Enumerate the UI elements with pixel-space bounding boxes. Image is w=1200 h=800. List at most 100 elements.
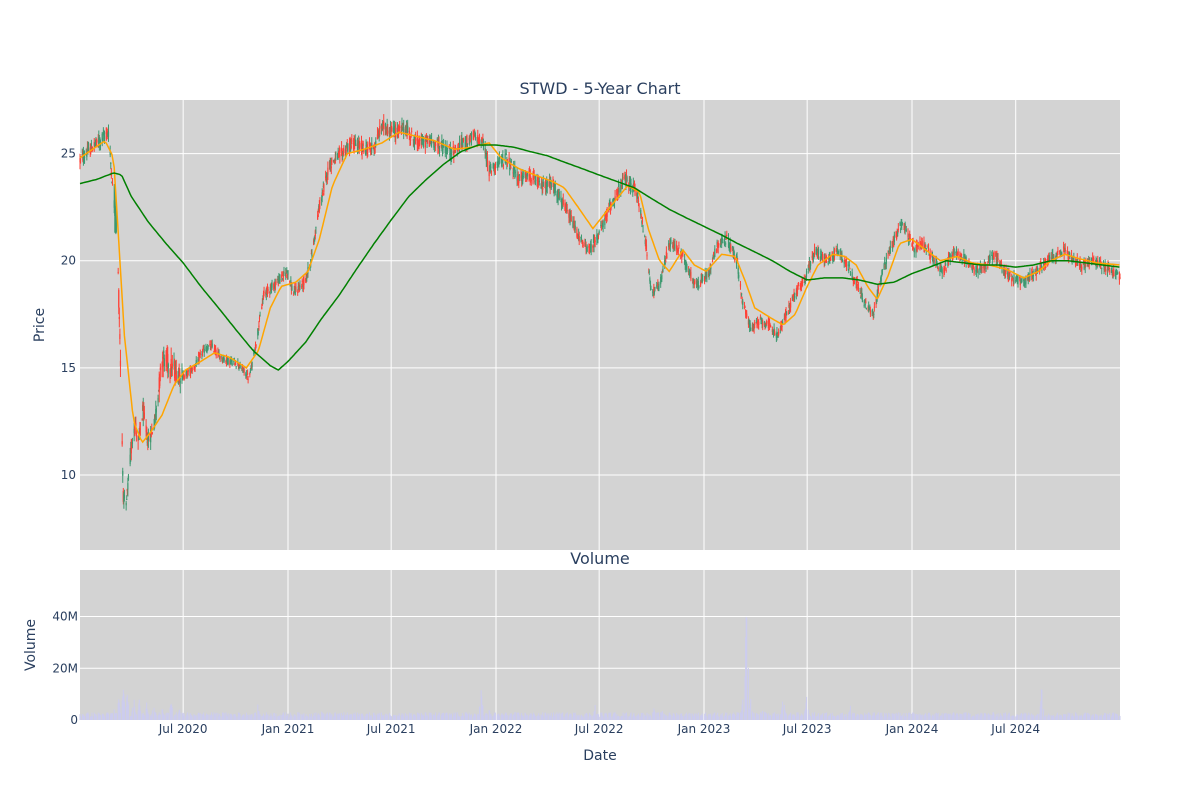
volume-bar (921, 714, 923, 720)
volume-bar (624, 716, 626, 720)
price-candle-body (780, 323, 783, 328)
price-candle-body (654, 287, 656, 289)
price-candle-body (323, 184, 325, 192)
volume-bar (496, 715, 498, 720)
price-candle-body (781, 325, 783, 328)
volume-bar (797, 712, 799, 720)
volume-bar (178, 712, 180, 720)
volume-bar (684, 715, 686, 720)
volume-bar (409, 713, 411, 720)
volume-bar (718, 716, 720, 720)
volume-bar (286, 715, 288, 720)
volume-bar (142, 715, 144, 720)
price-axis-title: Price (32, 308, 48, 342)
volume-bar (883, 716, 885, 720)
volume-bar (159, 714, 161, 720)
volume-plot-area[interactable] (80, 570, 1120, 720)
price-candle-body (1003, 269, 1005, 276)
price-candle-body (708, 270, 710, 276)
volume-bar (722, 716, 724, 720)
price-candle-body (98, 139, 100, 145)
volume-bar (856, 713, 858, 720)
price-candle-body (905, 229, 907, 232)
price-candle-body (949, 254, 951, 261)
price-candle-body (287, 270, 289, 275)
volume-bar (949, 713, 951, 720)
volume-bar (800, 715, 802, 720)
volume-bar (604, 713, 606, 720)
price-candle-body (229, 360, 232, 365)
price-candle-body (118, 290, 120, 308)
volume-bar (963, 716, 965, 720)
volume-bar (817, 714, 819, 720)
volume-bar (580, 714, 582, 720)
volume-bar (205, 715, 207, 720)
volume-bar (443, 712, 445, 720)
volume-bar (828, 715, 830, 720)
price-candle-body (90, 142, 92, 150)
volume-bar (390, 715, 392, 720)
price-candle-body (620, 185, 622, 192)
volume-bar (385, 713, 387, 720)
volume-bar (307, 716, 309, 720)
volume-bar (1047, 715, 1049, 720)
volume-bar (852, 715, 854, 720)
price-candle-body (290, 280, 292, 284)
price-candle-body (768, 321, 771, 326)
price-candle-body (1011, 278, 1013, 282)
volume-bar (760, 713, 762, 720)
price-candle-body (384, 123, 387, 130)
price-candle-body (480, 139, 482, 145)
price-candle-body (227, 358, 229, 365)
volume-bar (616, 714, 618, 720)
price-candle-body (423, 136, 425, 143)
price-candle-body (676, 245, 678, 250)
price-candle-body (584, 242, 587, 244)
price-candle-body (365, 145, 367, 147)
volume-bar (517, 713, 519, 720)
price-candle-body (385, 128, 387, 130)
volume-bar (436, 715, 438, 720)
price-candle-body (601, 222, 603, 224)
price-candle-body (779, 330, 781, 332)
price-candle-body (816, 248, 818, 254)
volume-bar (380, 712, 382, 720)
price-candle-body (912, 242, 914, 244)
price-plot-area[interactable] (80, 100, 1120, 550)
price-candle-body (482, 139, 484, 143)
price-candle-body (170, 372, 172, 376)
price-candle-body (127, 475, 130, 481)
volume-bar (757, 716, 759, 720)
price-candle-body (282, 271, 285, 277)
volume-bar (219, 716, 221, 720)
volume-bar (836, 715, 838, 720)
volume-bar (404, 713, 406, 720)
volume-bar (389, 713, 391, 720)
price-candle-body (745, 310, 747, 315)
volume-bar (664, 715, 666, 720)
volume-bar (540, 714, 542, 720)
volume-bar (166, 712, 168, 720)
price-candle-body (863, 305, 865, 307)
volume-bar (897, 715, 899, 720)
price-candle-body (1020, 280, 1022, 282)
price-candle-body (1074, 261, 1077, 266)
price-candle-body (977, 270, 979, 274)
volume-bar (1056, 714, 1058, 720)
volume-bar (174, 715, 176, 720)
price-candle-body (157, 397, 159, 403)
price-candle-body (175, 365, 177, 367)
volume-bar (1032, 714, 1034, 720)
price-candle-body (658, 283, 660, 289)
volume-bar (537, 715, 539, 720)
volume-bar (1087, 713, 1089, 720)
price-candle-body (254, 344, 257, 349)
price-candle-body (915, 247, 917, 254)
price-candle-body (190, 368, 192, 372)
volume-bar (183, 713, 185, 720)
price-candle-body (640, 209, 642, 216)
volume-bar (676, 713, 678, 720)
price-candle-body (754, 322, 756, 325)
volume-bar (281, 715, 283, 720)
price-candle-body (285, 272, 287, 277)
